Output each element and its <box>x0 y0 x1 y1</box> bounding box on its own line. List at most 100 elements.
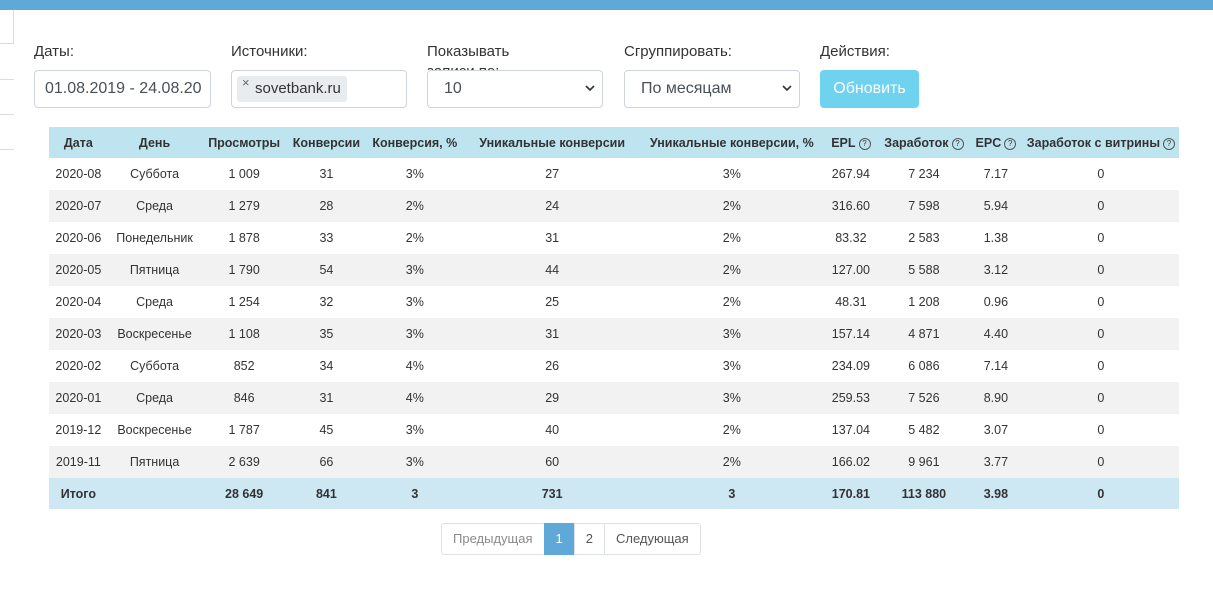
col-epl[interactable]: EPL? <box>822 127 879 158</box>
col-views[interactable]: Просмотры <box>201 127 287 158</box>
table-cell: 31 <box>286 382 366 414</box>
table-cell: 7 234 <box>908 167 940 181</box>
table-cell: 267.94 <box>831 167 870 181</box>
per-page-select[interactable]: 10 <box>427 70 603 108</box>
table-cell: 48.31 <box>835 295 867 309</box>
table-cell: 2% <box>722 423 741 437</box>
table-cell: 166.02 <box>822 446 879 478</box>
col-conversions[interactable]: Конверсии <box>286 127 366 158</box>
table-cell: 3.98 <box>969 478 1023 509</box>
table-cell: 0 <box>1022 254 1179 286</box>
table-cell: 7.17 <box>983 167 1009 181</box>
table-cell: 2020-01 <box>49 382 108 414</box>
table-cell: 0 <box>1097 231 1105 245</box>
table-cell: Среда <box>107 190 202 222</box>
table-cell: 0 <box>1022 382 1179 414</box>
table-cell: 60 <box>463 446 641 478</box>
table-cell: 3.12 <box>969 254 1023 286</box>
table-cell: 2% <box>640 254 823 286</box>
table-cell: 6 086 <box>908 359 940 373</box>
table-cell: 852 <box>233 359 255 373</box>
table-cell: 2020-07 <box>49 190 108 222</box>
table-cell: Пятница <box>107 446 202 478</box>
table-row: 2020-06 Понедельник 1 878 33 2% 31 2% 83.32 2 58… <box>49 222 1179 254</box>
col-epc[interactable]: EPC? <box>969 127 1023 158</box>
table-cell: 1 878 <box>228 231 260 245</box>
dates-input[interactable]: 01.08.2019 - 24.08.20 <box>34 70 211 108</box>
table-cell: 170.81 <box>822 478 879 509</box>
table-row: 2020-03 Воскресенье 1 108 35 3% 31 3% 157.14 4 8… <box>49 318 1179 350</box>
pagination: Предыдущая 1 2 Следующая <box>441 523 701 555</box>
table-row: 2020-02 Суббота 852 34 4% 26 3% 234.09 6 086 7.14… <box>49 350 1179 382</box>
table-cell: 25 <box>545 295 560 309</box>
col-unique-conversions[interactable]: Уникальные конверсии <box>463 127 641 158</box>
prev-page-button[interactable]: Предыдущая <box>441 523 545 555</box>
group-by-select[interactable]: По месяцам <box>624 70 800 108</box>
actions-group: Действия: Обновить <box>820 42 919 108</box>
source-tag: × sovetbank.ru <box>237 75 347 102</box>
help-icon[interactable]: ? <box>858 137 871 150</box>
table-cell: 2020-02 <box>55 359 102 373</box>
table-cell: 1 279 <box>201 190 287 222</box>
table-cell: 4 871 <box>878 318 970 350</box>
table-cell: 31 <box>463 318 641 350</box>
table-cell: 32 <box>319 295 334 309</box>
table-cell: 2% <box>722 295 741 309</box>
col-day[interactable]: День <box>107 127 202 158</box>
table-header-row: Дата День Просмотры Конверсии Конверсия,… <box>49 127 1179 158</box>
table-cell: 3 <box>640 478 823 509</box>
table-cell: 45 <box>319 423 334 437</box>
table-cell: 2% <box>722 231 741 245</box>
col-unique-conversion-rate[interactable]: Уникальные конверсии, % <box>640 127 823 158</box>
col-conversion-rate[interactable]: Конверсия, % <box>365 127 464 158</box>
col-showcase-earnings[interactable]: Заработок с витрины? <box>1022 127 1179 158</box>
table-cell: 0 <box>1097 359 1105 373</box>
column-header-label: Конверсия, % <box>372 135 458 150</box>
table-cell: 40 <box>545 423 560 437</box>
table-cell: 33 <box>319 231 334 245</box>
table-cell: 1 787 <box>228 423 260 437</box>
table-row: 2020-04 Среда 1 254 32 3% 25 2% 48.31 1 208 0.96 0 <box>49 286 1179 318</box>
sidebar-edge <box>0 10 14 150</box>
table-cell: 3% <box>365 446 464 478</box>
column-header-label: Заработок <box>884 135 949 150</box>
table-cell: 3% <box>722 359 741 373</box>
table-cell: 27 <box>545 167 560 181</box>
table-cell: 4% <box>365 382 464 414</box>
actions-label: Действия: <box>820 43 890 60</box>
table-cell: 83.32 <box>835 231 867 245</box>
table-cell: 1 009 <box>228 167 260 181</box>
table-cell: Воскресенье <box>117 423 192 437</box>
table-cell: 2% <box>640 190 823 222</box>
sources-multiselect[interactable]: × sovetbank.ru <box>231 70 407 108</box>
col-earnings[interactable]: Заработок? <box>878 127 970 158</box>
table-cell: 2020-06 <box>55 231 102 245</box>
page-2-button[interactable]: 2 <box>573 523 605 555</box>
table-cell: 7 526 <box>878 382 970 414</box>
help-icon[interactable]: ? <box>1163 137 1175 150</box>
page-1-button[interactable]: 1 <box>543 523 575 555</box>
table-cell: 1 108 <box>201 318 287 350</box>
refresh-button[interactable]: Обновить <box>820 70 919 108</box>
remove-tag-icon[interactable]: × <box>242 75 250 90</box>
table-cell: 259.53 <box>822 382 879 414</box>
column-header-label: Просмотры <box>208 135 281 150</box>
table-cell: 2020-03 <box>49 318 108 350</box>
table-cell: 5 482 <box>908 423 940 437</box>
table-cell: 1 208 <box>908 295 940 309</box>
col-date[interactable]: Дата <box>49 127 108 158</box>
table-cell: 3% <box>405 423 424 437</box>
table-cell: Суббота <box>130 359 180 373</box>
sources-group: Источники: × sovetbank.ru <box>231 42 407 108</box>
table-cell: 0 <box>1022 190 1179 222</box>
group-by-label: Сгруппировать: <box>624 43 732 60</box>
column-header-label: EPC <box>975 135 1002 150</box>
table-total-row: Итого 28 649 841 3 731 3 170.81 113 880 3.98 0 <box>49 478 1179 509</box>
table-cell: Воскресенье <box>107 318 202 350</box>
table-cell: 2 639 <box>201 446 287 478</box>
help-icon[interactable]: ? <box>951 137 964 150</box>
next-page-button[interactable]: Следующая <box>603 523 701 555</box>
table-cell: 3% <box>365 254 464 286</box>
source-tag-label: sovetbank.ru <box>255 80 341 97</box>
help-icon[interactable]: ? <box>1004 137 1017 150</box>
